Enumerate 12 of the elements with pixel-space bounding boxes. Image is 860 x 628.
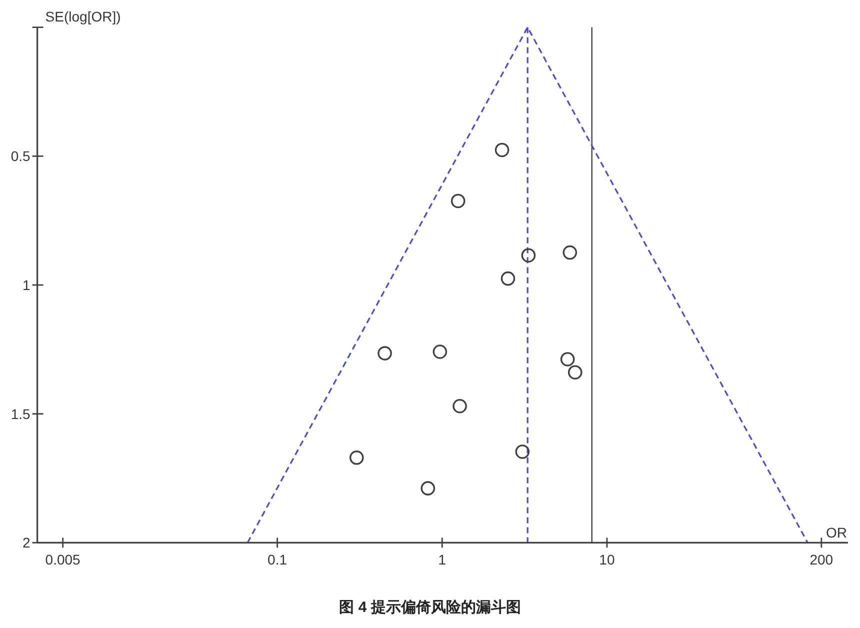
x-tick-label: 0.005 — [45, 552, 81, 568]
title: 图 4 提示偏倚风险的漏斗图 — [339, 599, 521, 616]
x-tick-label: 200 — [810, 552, 834, 568]
y-tick-label: 1 — [22, 277, 31, 293]
y-tick-label: 1.5 — [10, 406, 31, 422]
x-tick-label: 10 — [599, 552, 615, 568]
x-tick-label: 0.1 — [268, 552, 288, 568]
y-tick-label: 0.5 — [10, 148, 31, 164]
xlabel: OR — [826, 524, 847, 541]
ylabel: SE(log[OR]) — [45, 8, 121, 24]
x-tick-label: 1 — [438, 552, 446, 568]
y-tick-label: 2 — [22, 534, 31, 551]
